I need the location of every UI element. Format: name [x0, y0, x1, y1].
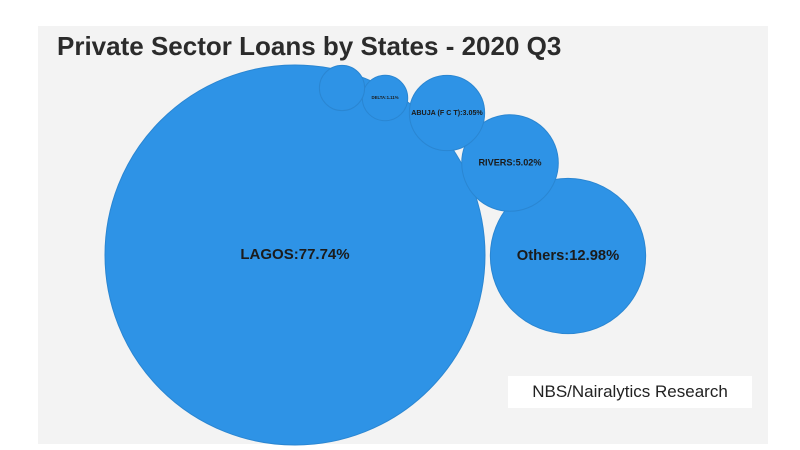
data-label: Others:12.98% [517, 248, 619, 264]
bubble [408, 74, 486, 152]
data-label: DELTA:1.11% [371, 95, 398, 100]
data-label: ABUJA (F C T):3.05% [411, 109, 483, 117]
bubble [489, 177, 647, 335]
bubble [461, 114, 559, 212]
data-label: LAGOS:77.74% [240, 246, 349, 263]
bubble [104, 64, 486, 446]
source-note: NBS/Nairalytics Research [508, 376, 752, 408]
chart-title: Private Sector Loans by States - 2020 Q3 [57, 31, 562, 61]
bubble [318, 64, 366, 112]
data-label: RIVERS:5.02% [478, 157, 541, 167]
